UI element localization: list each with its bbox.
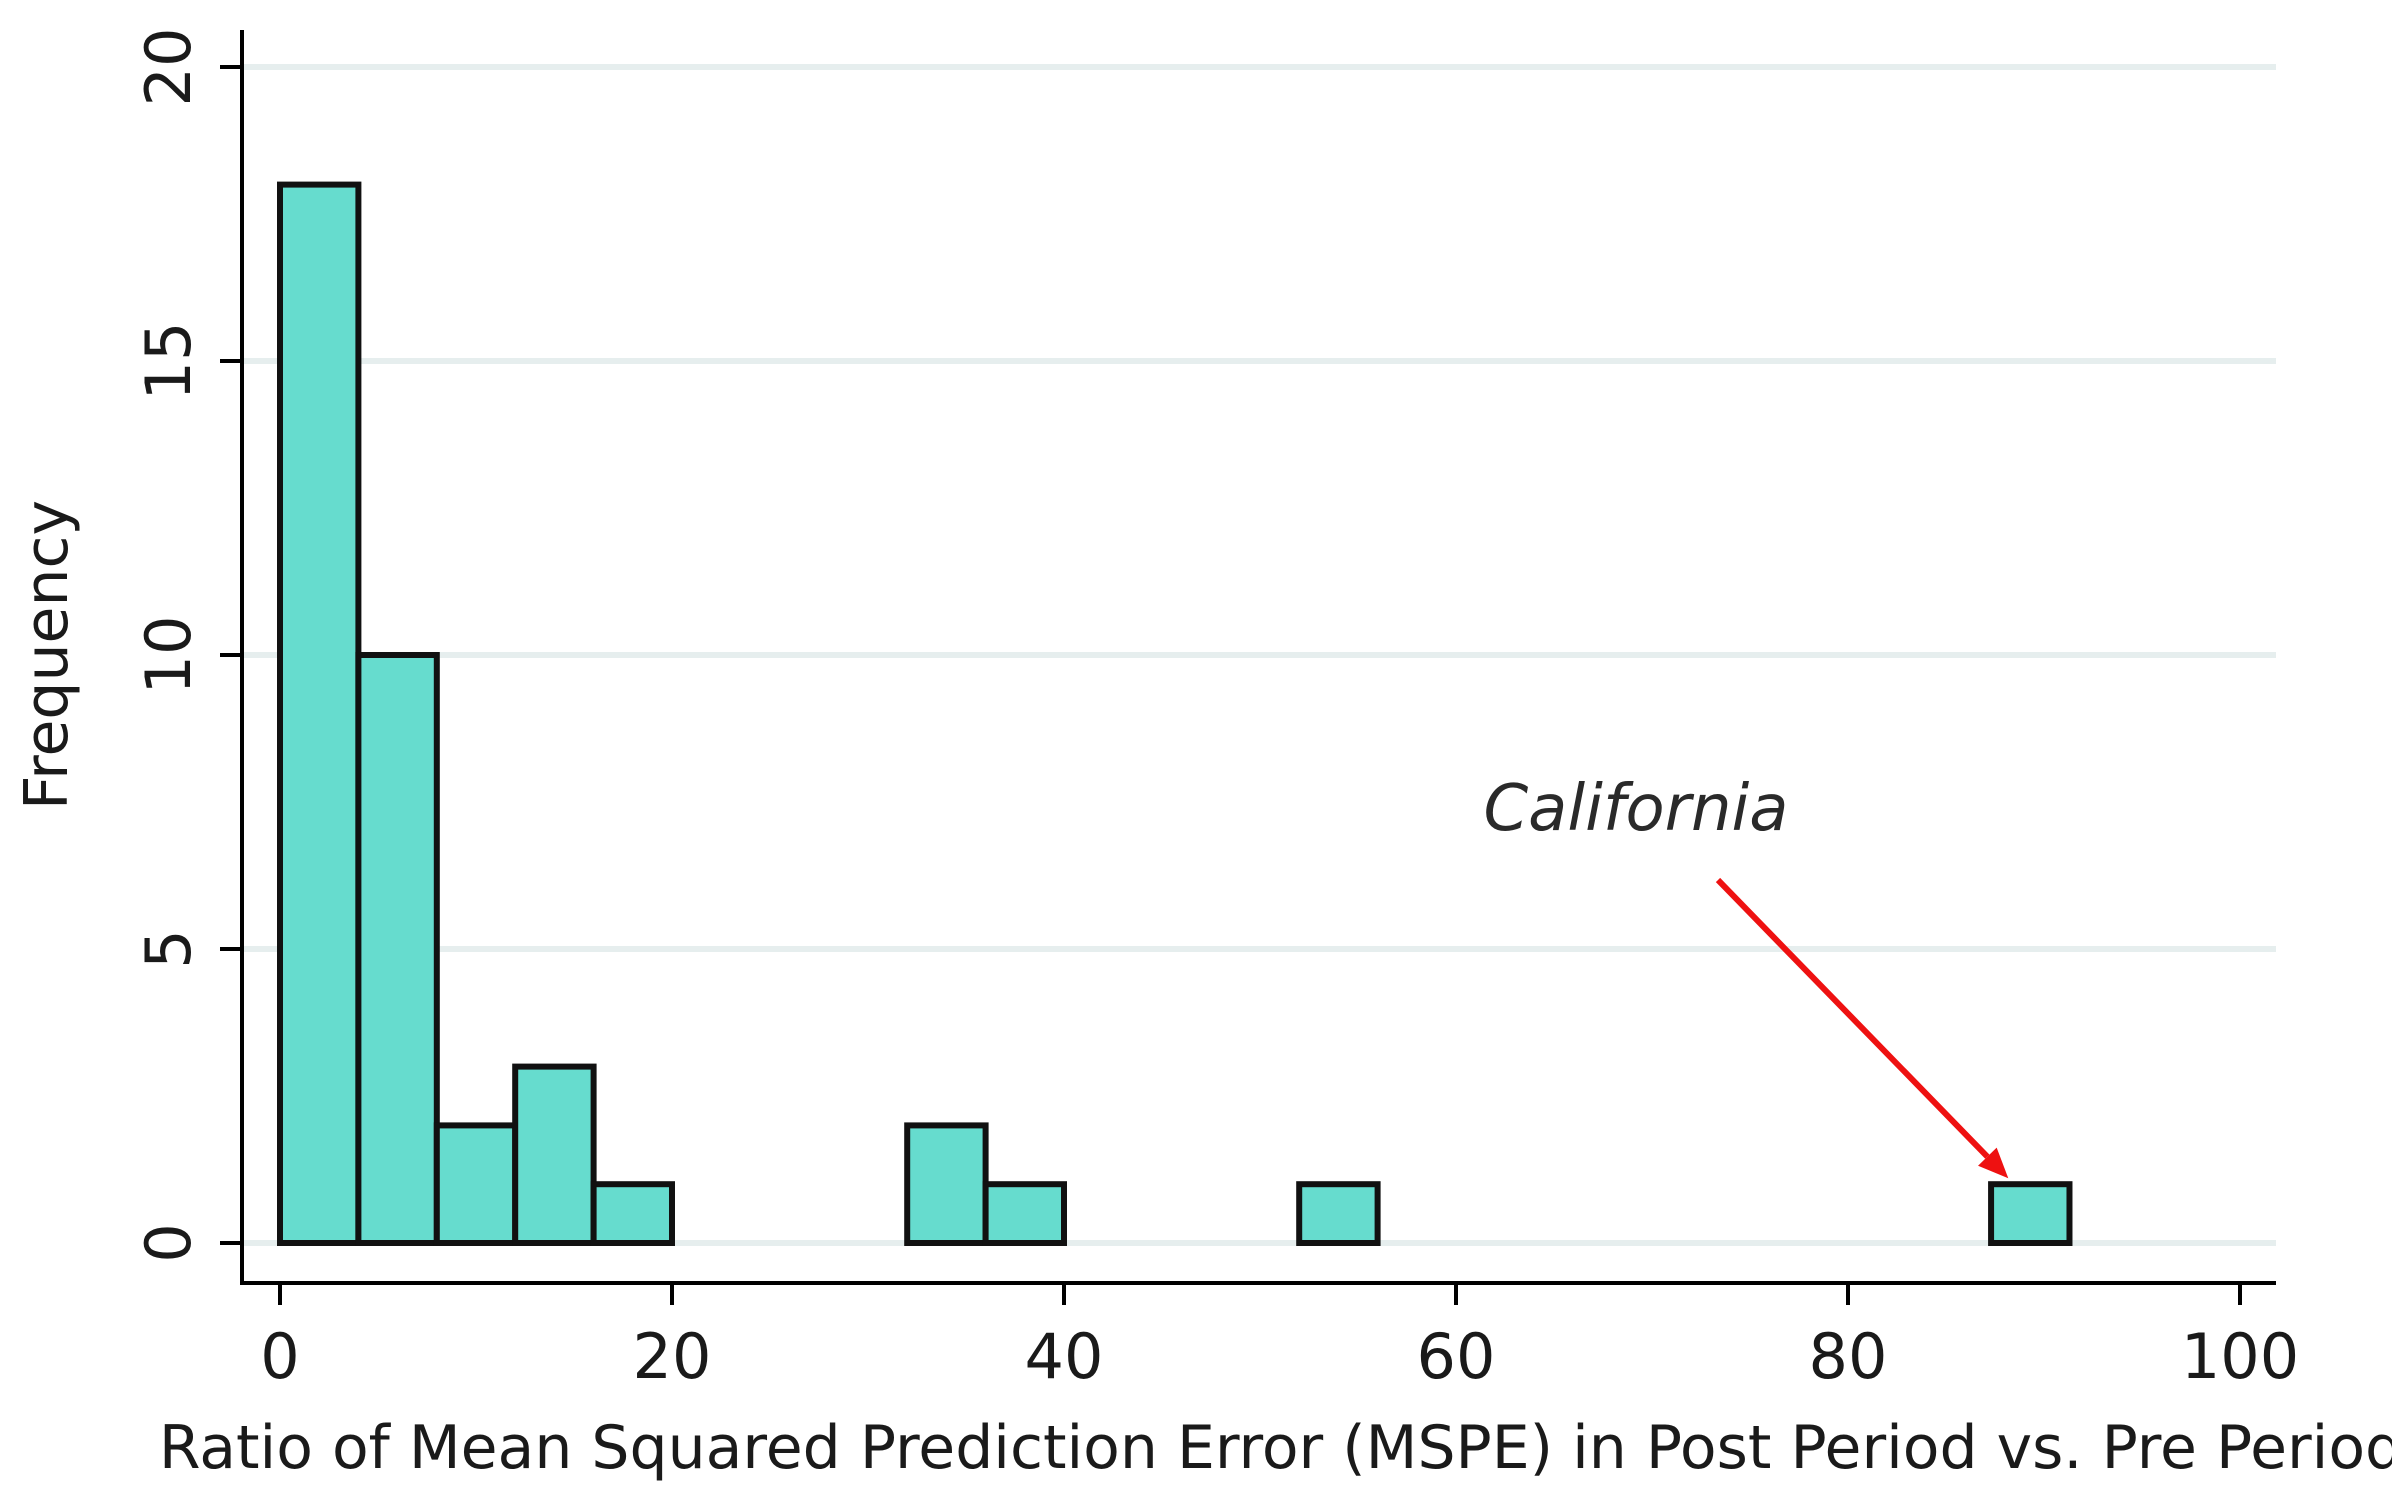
histogram-bars <box>277 181 2073 1247</box>
y-tick-label-0: 0 <box>132 1223 205 1262</box>
histogram-bar-8 <box>1988 1181 2073 1246</box>
axis-labels: Frequency Ratio of Mean Squared Predicti… <box>12 500 2392 1483</box>
axes: 0 5 10 15 20 0 20 40 60 80 100 <box>132 28 2299 1393</box>
histogram-bar-6 <box>982 1181 1067 1246</box>
x-tick-label-20: 20 <box>633 1320 712 1393</box>
x-axis-title: Ratio of Mean Squared Prediction Error (… <box>159 1413 2392 1483</box>
x-tick-label-60: 60 <box>1417 1320 1496 1393</box>
y-tick-label-5: 5 <box>132 929 205 968</box>
y-tick-label-10: 10 <box>132 616 205 695</box>
california-annotation: California <box>1483 772 2009 1179</box>
x-tick-label-80: 80 <box>1809 1320 1888 1393</box>
y-tick-label-15: 15 <box>132 322 205 401</box>
histogram-bar-5 <box>904 1122 989 1247</box>
histogram-bar-1 <box>355 652 440 1246</box>
histogram-bar-4 <box>590 1181 675 1246</box>
x-tick-label-0: 0 <box>260 1320 299 1393</box>
histogram-bar-2 <box>433 1122 519 1247</box>
y-tick-label-20: 20 <box>132 28 205 107</box>
gridlines <box>244 64 2276 1246</box>
histogram-bar-0 <box>277 181 362 1247</box>
histogram-bar-3 <box>512 1063 597 1246</box>
annotation-arrowhead <box>1978 1147 2009 1179</box>
histogram-bar-7 <box>1296 1181 1381 1246</box>
y-axis-title: Frequency <box>12 500 82 810</box>
annotation-label: California <box>1483 772 1788 846</box>
x-tick-label-40: 40 <box>1025 1320 1104 1393</box>
annotation-arrow-line <box>1715 877 1990 1159</box>
x-tick-label-100: 100 <box>2181 1320 2299 1393</box>
